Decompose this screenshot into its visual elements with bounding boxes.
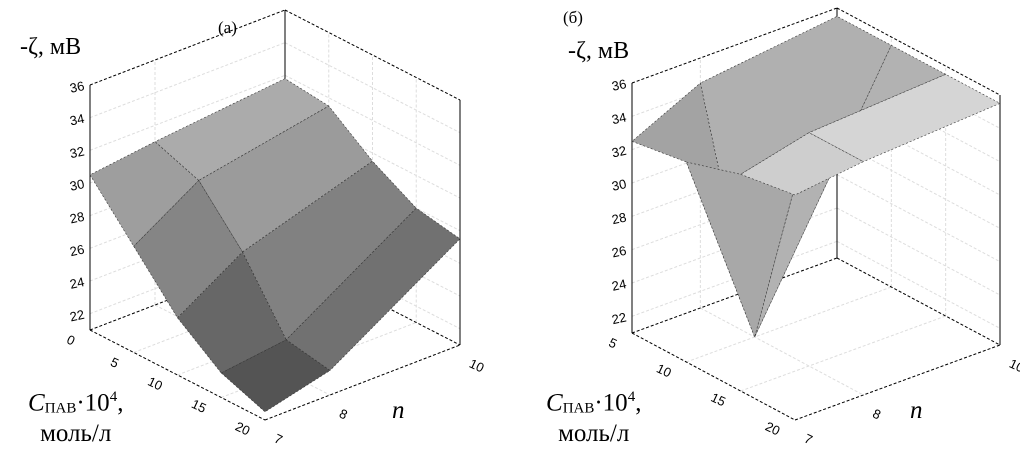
z-tick-label: 34 (610, 109, 627, 127)
x-label-sub: ПАВ (44, 400, 77, 417)
z-tick-label: 30 (610, 176, 627, 194)
z-tick-label: 28 (610, 209, 627, 227)
x-tick-label: 10 (145, 374, 164, 394)
z-tick-label: 26 (610, 243, 627, 261)
y-tick-label: 10 (1007, 356, 1020, 376)
x-tick-label: 5 (606, 335, 619, 352)
x-tick-label: 20 (763, 419, 782, 439)
z-tick-label: 24 (68, 274, 85, 292)
z-tick-label: 26 (68, 241, 85, 259)
x-label-comma: , (635, 389, 642, 417)
y-tick-label: 7 (802, 431, 815, 448)
z-tick-label: 36 (68, 78, 85, 96)
y-axis-label-a: n (392, 397, 405, 424)
x-axis (89, 329, 266, 421)
panel-label-b: (б) (563, 8, 583, 27)
gridline (700, 307, 864, 396)
y-tick-label: 8 (337, 406, 350, 423)
x-tick-label: 20 (233, 419, 252, 439)
gridline (284, 42, 461, 134)
x-tick-label: 10 (654, 361, 673, 381)
surface-patch (220, 339, 331, 413)
z-tick-label: 34 (68, 111, 85, 129)
gridline (836, 207, 1001, 296)
x-label-mult: ·10 (594, 389, 628, 417)
x-tick-label: 5 (108, 354, 121, 371)
panel-label-a: (a) (218, 18, 237, 37)
x-label-sub: ПАВ (562, 400, 595, 417)
box-edge (836, 257, 1001, 346)
x-axis-label-a: CПАВ·104, моль/л (28, 384, 123, 447)
x-label-mult: ·10 (76, 389, 110, 417)
z-tick-label: 36 (610, 76, 627, 94)
x-tick-label: 15 (189, 396, 208, 416)
x-label-unit: моль/л (558, 420, 630, 448)
x-label-exp: 4 (627, 389, 636, 405)
z-tick-label: 32 (68, 143, 85, 161)
x-label-main: C (28, 389, 45, 417)
box-edge (836, 7, 1001, 96)
gridline (686, 286, 892, 363)
y-tick-label: 8 (870, 406, 883, 423)
x-label-unit: моль/л (40, 420, 112, 448)
x-tick-label: 0 (64, 332, 77, 349)
x-label-exp: 4 (109, 389, 118, 405)
x-axis-label-b: CПАВ·104, моль/л (546, 384, 641, 447)
z-tick-label: 32 (610, 143, 627, 161)
gridline (284, 74, 461, 166)
gridline (631, 240, 838, 317)
z-axis-label-b: -ζ, мВ (568, 38, 630, 64)
z-tick-label: 30 (68, 176, 85, 194)
box-edge (631, 257, 838, 334)
x-tick-label: 15 (709, 390, 728, 410)
z-tick-label: 22 (610, 309, 627, 327)
y-tick-label: 7 (272, 431, 285, 448)
x-label-comma: , (117, 389, 124, 417)
surface-patch (177, 251, 287, 374)
surface-patch (198, 105, 373, 253)
surface-patch (808, 74, 1001, 162)
x-label-main: C (546, 389, 563, 417)
gridline (836, 174, 1001, 263)
gridline (740, 315, 946, 392)
box-edge (631, 7, 838, 84)
box-edge (89, 9, 286, 86)
y-tick-label: 10 (467, 356, 486, 376)
z-axis-label-a: -ζ, мВ (20, 34, 82, 60)
z-tick-label: 28 (68, 209, 85, 227)
y-axis-label-b: n (910, 397, 923, 424)
surface-patch (739, 132, 864, 196)
gridline (836, 240, 1001, 329)
x-axis (631, 332, 796, 421)
z-tick-label: 24 (610, 276, 627, 294)
box-edge (284, 9, 461, 101)
z-tick-label: 22 (68, 307, 85, 325)
surface-patch (285, 207, 461, 371)
y-axis (794, 344, 1001, 421)
